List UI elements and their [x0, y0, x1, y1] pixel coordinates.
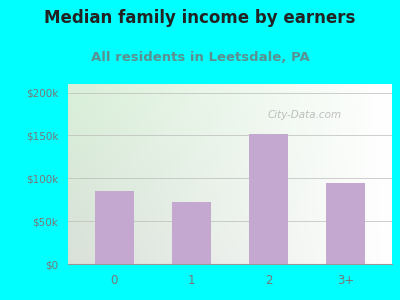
Text: All residents in Leetsdale, PA: All residents in Leetsdale, PA — [91, 51, 309, 64]
Text: Median family income by earners: Median family income by earners — [44, 9, 356, 27]
Bar — [95, 191, 134, 264]
Bar — [326, 183, 365, 264]
Bar — [172, 202, 211, 264]
Bar — [249, 134, 288, 264]
Text: City-Data.com: City-Data.com — [268, 110, 342, 120]
